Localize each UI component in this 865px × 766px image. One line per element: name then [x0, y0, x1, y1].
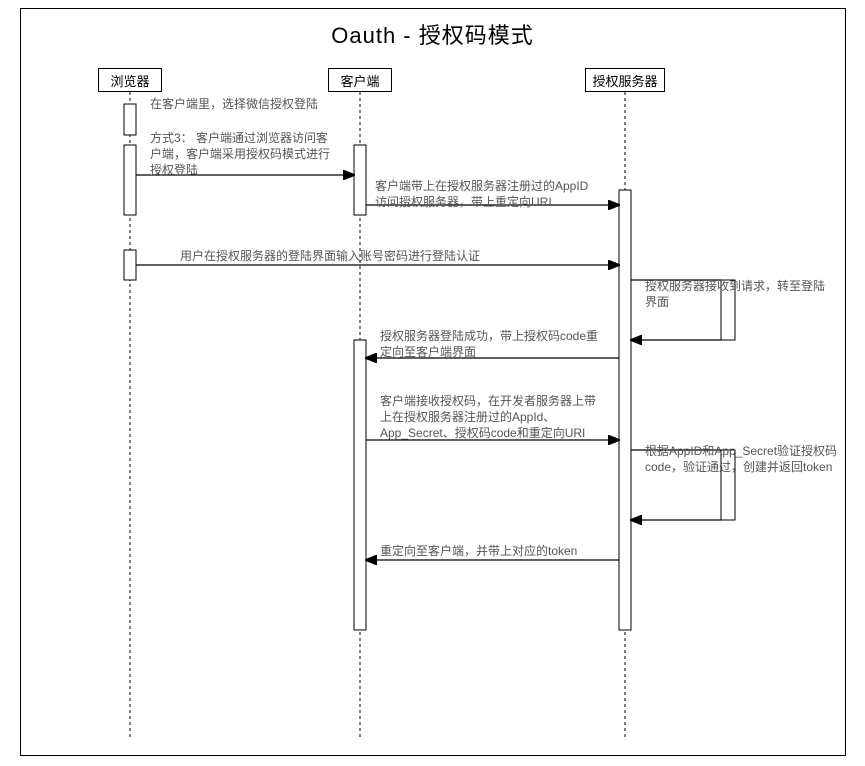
- message-label-3: 客户端带上在授权服务器注册过的AppID访问授权服务器，带上重定向URI: [375, 178, 595, 210]
- message-label-6: 授权服务器登陆成功，带上授权码code重定向至客户端界面: [380, 328, 600, 360]
- message-label-9: 重定向至客户端，并带上对应的token: [380, 543, 600, 559]
- participant-browser: 浏览器: [98, 68, 162, 92]
- message-label-1: 在客户端里，选择微信授权登陆: [150, 96, 320, 112]
- message-label-4: 用户在授权服务器的登陆界面输入账号密码进行登陆认证: [180, 248, 500, 264]
- participant-authsrv: 授权服务器: [585, 68, 665, 92]
- message-label-7: 客户端接收授权码，在开发者服务器上带上在授权服务器注册过的AppId、App_S…: [380, 393, 605, 442]
- message-label-5: 授权服务器接收到请求，转至登陆界面: [645, 278, 835, 310]
- participant-client: 客户端: [328, 68, 392, 92]
- diagram-title: Oauth - 授权码模式: [0, 18, 865, 50]
- message-label-8: 根据AppID和App_Secret验证授权码code，验证通过，创建并返回to…: [645, 443, 843, 475]
- diagram-frame: [20, 8, 846, 756]
- sequence-diagram-canvas: Oauth - 授权码模式 浏览器 客户端 授权服务器 在客户端里，选择微信授权登陆…: [0, 0, 865, 766]
- message-label-2: 方式3： 客户端通过浏览器访问客户端，客户端采用授权码模式进行授权登陆: [150, 130, 335, 179]
